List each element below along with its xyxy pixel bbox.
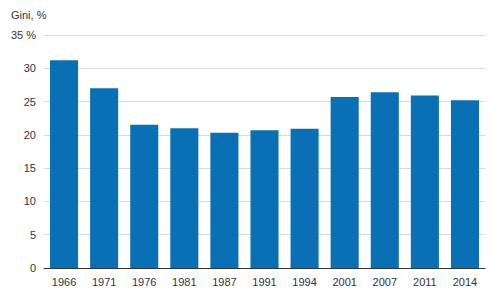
svg-text:0: 0 bbox=[30, 262, 36, 274]
svg-text:2007: 2007 bbox=[373, 276, 397, 288]
svg-text:Gini, %: Gini, % bbox=[11, 9, 47, 21]
svg-text:25: 25 bbox=[24, 96, 36, 108]
svg-text:30: 30 bbox=[24, 62, 36, 74]
svg-text:1987: 1987 bbox=[212, 276, 236, 288]
svg-text:35 %: 35 % bbox=[11, 29, 36, 41]
svg-text:15: 15 bbox=[24, 162, 36, 174]
svg-text:1981: 1981 bbox=[172, 276, 196, 288]
svg-text:1991: 1991 bbox=[252, 276, 276, 288]
svg-text:5: 5 bbox=[30, 229, 36, 241]
svg-text:1971: 1971 bbox=[92, 276, 116, 288]
svg-text:1994: 1994 bbox=[292, 276, 316, 288]
svg-text:10: 10 bbox=[24, 195, 36, 207]
svg-text:1976: 1976 bbox=[132, 276, 156, 288]
svg-text:1966: 1966 bbox=[52, 276, 76, 288]
svg-text:2014: 2014 bbox=[453, 276, 477, 288]
svg-text:2011: 2011 bbox=[413, 276, 437, 288]
svg-text:2001: 2001 bbox=[332, 276, 356, 288]
svg-text:20: 20 bbox=[24, 129, 36, 141]
